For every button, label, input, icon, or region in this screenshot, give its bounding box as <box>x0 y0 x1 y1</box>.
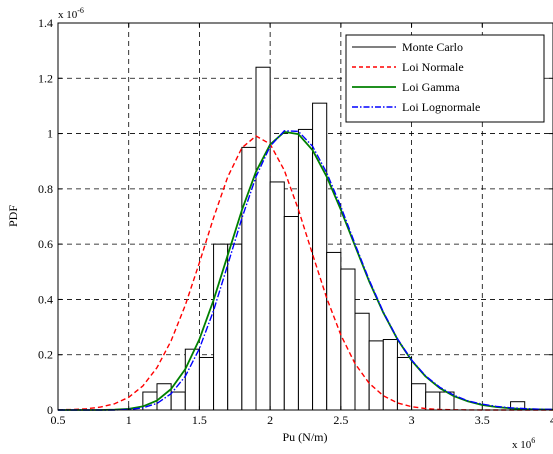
histogram-bar <box>297 128 314 411</box>
histogram-bar <box>396 356 413 411</box>
y-tick-label: 0.4 <box>38 292 53 306</box>
y-tick-label: 1.4 <box>38 16 53 30</box>
legend-label-monte-carlo: Monte Carlo <box>402 40 463 54</box>
histogram-bar <box>425 391 441 411</box>
y-exponent-label: x 10-6 <box>58 6 84 21</box>
histogram-bar <box>184 348 200 411</box>
histogram-bar <box>283 216 299 411</box>
histogram-bar <box>241 146 257 411</box>
y-tick-label: 0.6 <box>38 237 53 251</box>
histogram-bar <box>156 383 172 411</box>
histogram-bar <box>354 312 370 411</box>
legend-box <box>345 34 545 123</box>
x-tick-label: 1 <box>126 413 132 427</box>
histogram-bar <box>269 181 285 411</box>
y-tick-label: 1 <box>47 127 53 141</box>
y-axis-label: PDF <box>6 205 20 227</box>
histogram-bar <box>198 356 215 411</box>
y-tick-label: 0.8 <box>38 182 53 196</box>
x-tick-label: 2 <box>267 413 273 427</box>
x-exponent-label: x 106 <box>512 436 535 451</box>
y-tick-label: 0.2 <box>38 348 53 362</box>
plot-frame <box>57 22 553 411</box>
series-line-loi-lognormale <box>58 130 553 411</box>
y-tick-label: 0 <box>47 403 53 417</box>
histogram-bar <box>227 243 243 411</box>
legend-label-loi-gamma: Loi Gamma <box>402 80 460 94</box>
x-tick-label: 3.5 <box>475 413 490 427</box>
histogram-bar <box>170 391 186 411</box>
x-axis-label: Pu (N/m) <box>283 430 328 444</box>
legend-label-loi-normale: Loi Normale <box>402 60 464 74</box>
legend: Monte Carlo Loi Normale Loi Gamma Loi Lo… <box>345 34 545 123</box>
x-tick-label: 1.5 <box>192 413 207 427</box>
ticks: 0.5 1 1.5 2 2.5 3 3.5 4 0 0.2 0.4 0.6 0.8 1 1.2 1.4 <box>38 16 553 427</box>
histogram-bar <box>255 66 271 411</box>
histogram-bar <box>411 383 427 411</box>
x-tick-label: 4 <box>550 413 553 427</box>
x-tick-label: 2.5 <box>333 413 348 427</box>
x-tick-label: 0.5 <box>51 413 66 427</box>
histogram-bar <box>213 243 229 411</box>
x-tick-label: 3 <box>409 413 415 427</box>
legend-label-loi-lognormale: Loi Lognormale <box>402 100 480 114</box>
y-tick-label: 1.2 <box>38 71 53 85</box>
histogram-bar <box>382 339 398 411</box>
histogram-bar <box>368 340 384 411</box>
